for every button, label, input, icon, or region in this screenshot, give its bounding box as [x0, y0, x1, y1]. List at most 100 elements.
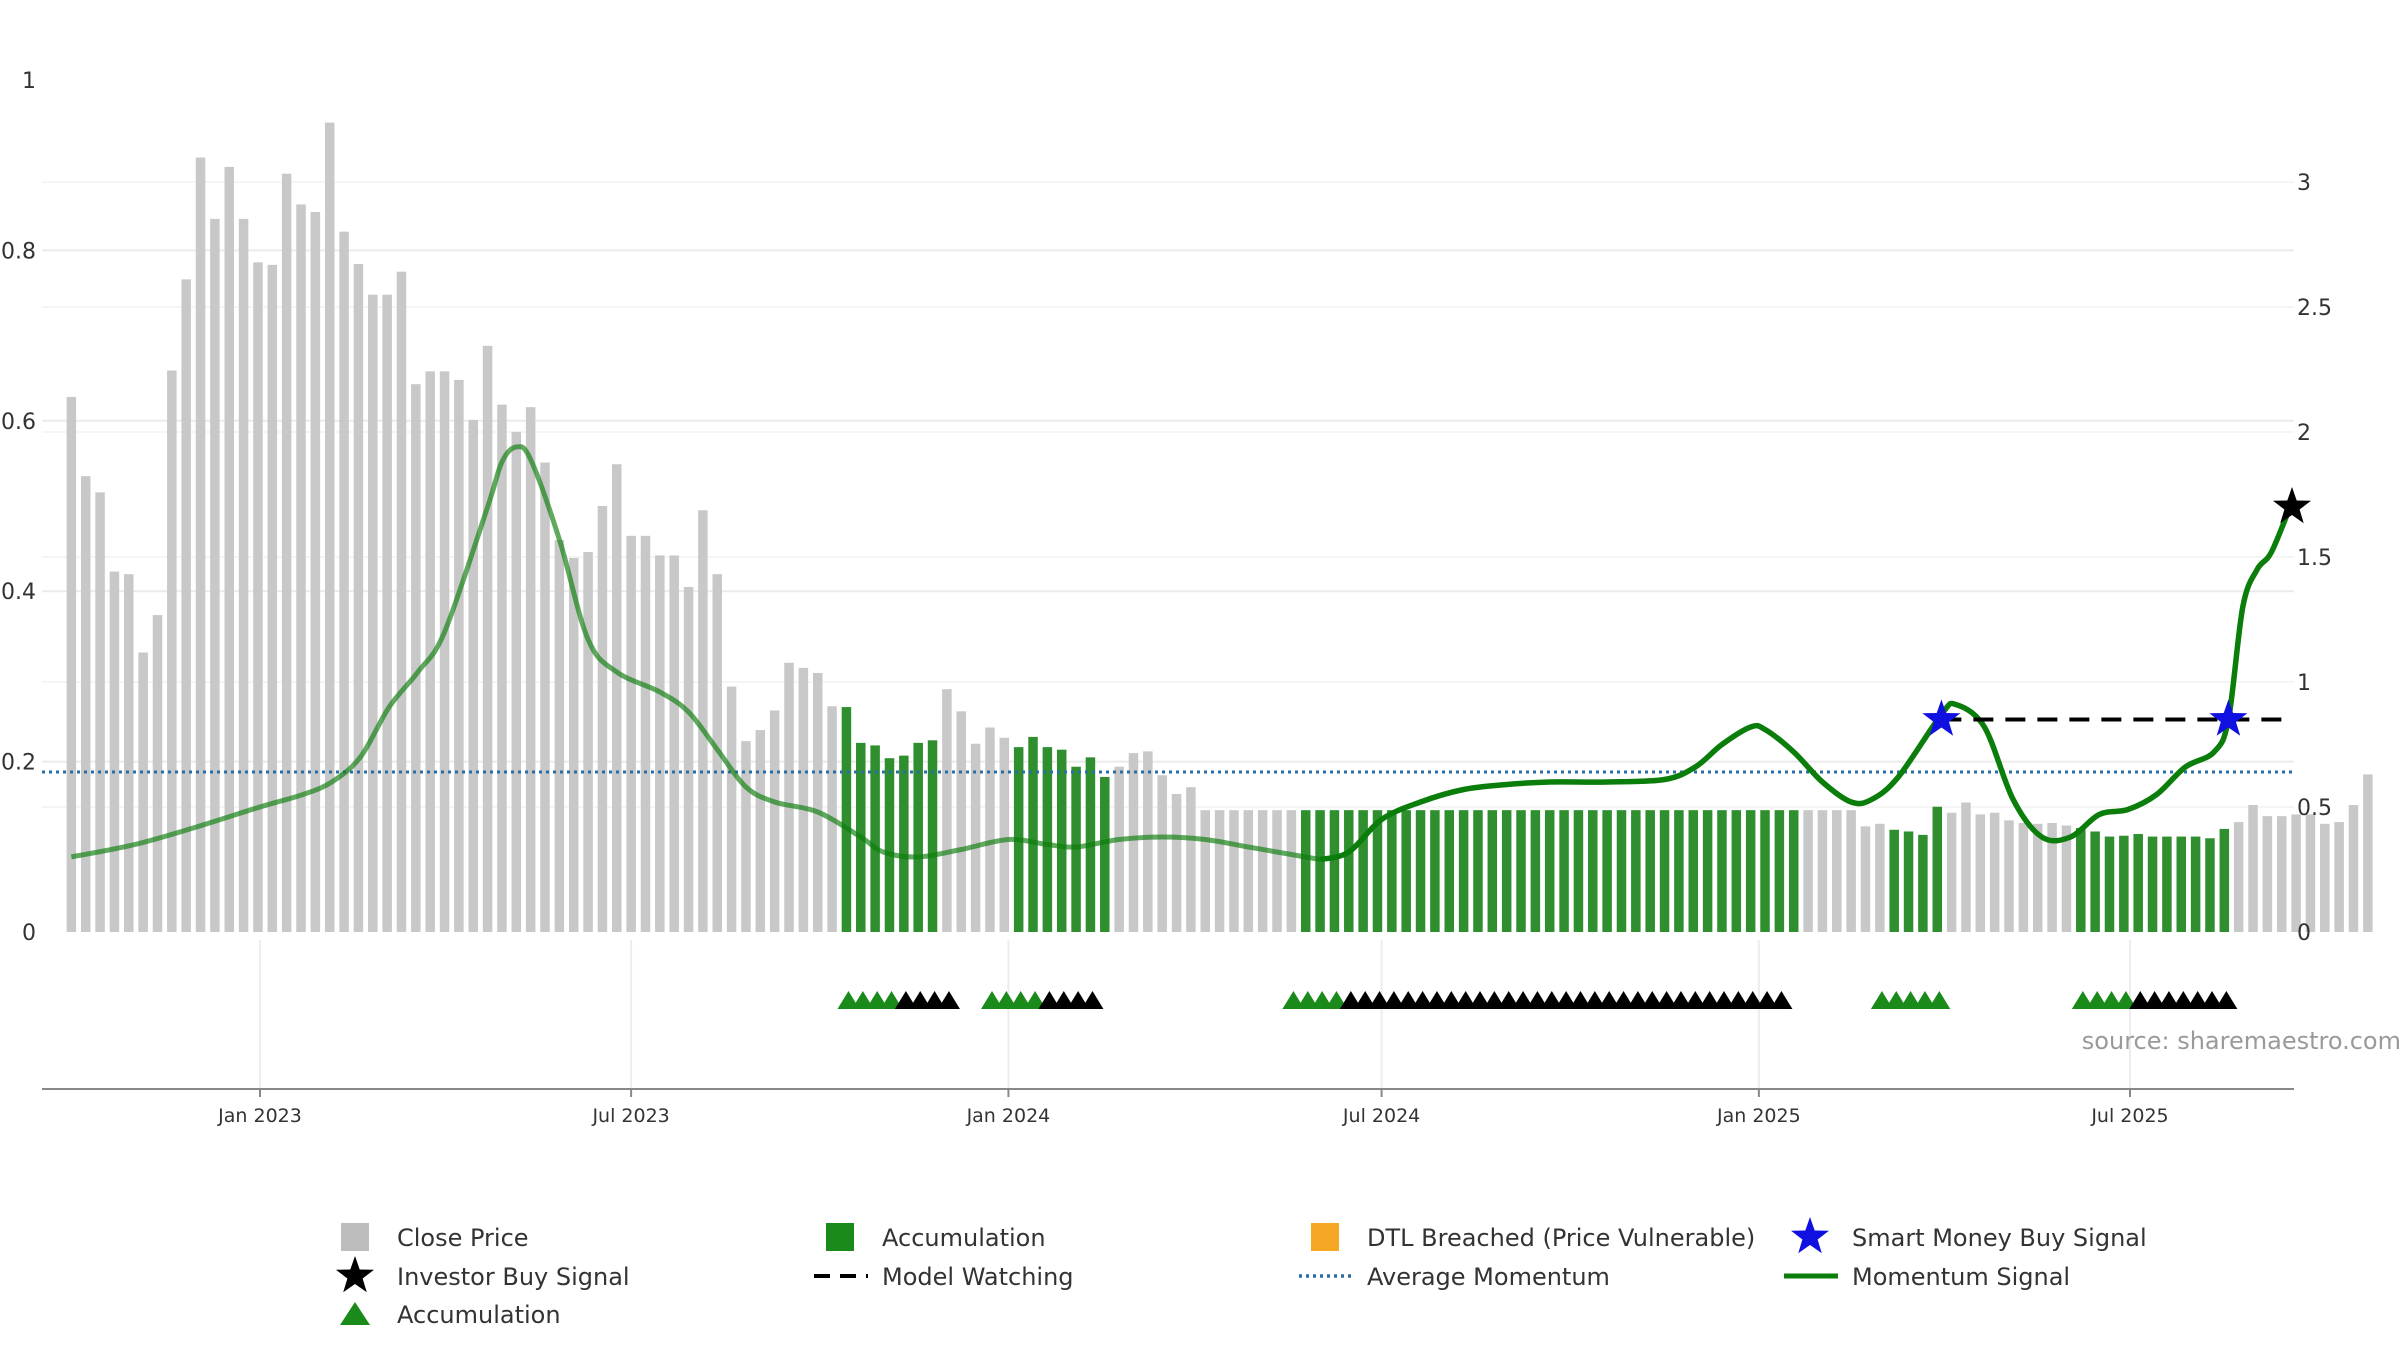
price-bar [1286, 810, 1297, 932]
price-bar [812, 672, 823, 932]
watch-marker-icon [1469, 991, 1492, 1009]
price-bar [1257, 810, 1268, 932]
accumulation-bar [884, 758, 895, 932]
price-bar [2262, 816, 2273, 932]
watch-marker-icon [2186, 991, 2209, 1009]
accumulation-marker-icon [837, 991, 860, 1009]
price-bar [554, 540, 565, 932]
price-bar [468, 419, 478, 932]
legend: Close Price Accumulation DTL Breached (Pri… [336, 1217, 2147, 1329]
price-bar [210, 218, 220, 933]
accumulation-bar [927, 740, 938, 932]
price-bar [1243, 810, 1254, 932]
accumulation-marker-icon [880, 991, 903, 1009]
legend-item: Model Watching [814, 1263, 1074, 1291]
accumulation-bar [1588, 810, 1598, 932]
price-bar [80, 476, 91, 932]
accumulation-bar [2147, 836, 2158, 932]
accumulation-bar [1344, 810, 1354, 932]
legend-item: Accumulation [340, 1301, 561, 1329]
watch-marker-icon [1382, 991, 1405, 1009]
price-bar [784, 662, 794, 932]
legend-label: DTL Breached (Price Vulnerable) [1367, 1224, 1755, 1252]
watch-marker-icon [1770, 991, 1793, 1009]
price-bar [1817, 810, 1828, 932]
price-bar [425, 371, 435, 932]
price-bar [1832, 810, 1842, 932]
watch-marker-icon [1354, 991, 1377, 1009]
accumulation-bar [1042, 747, 1053, 932]
accumulation-bar [1544, 810, 1555, 932]
accumulation-bar [1530, 810, 1541, 932]
accumulation-bar [1415, 810, 1426, 932]
accumulation-bar [1903, 831, 1914, 932]
price-bar [224, 166, 234, 933]
price-bar [152, 615, 163, 932]
accumulation-bar [1401, 810, 1411, 932]
price-bar [66, 396, 77, 933]
accumulation-bar [1918, 834, 1928, 932]
price-bar [482, 345, 493, 933]
right-tick-label: 0.5 [2297, 796, 2332, 821]
price-bar [1846, 810, 1856, 932]
watch-marker-icon [1368, 991, 1391, 1009]
price-bar [798, 667, 809, 932]
watch-marker-icon [894, 991, 917, 1009]
price-bar [2320, 823, 2330, 932]
accumulation-marker-icon [1024, 991, 1047, 1009]
accumulation-marker-icon [2114, 991, 2137, 1009]
price-bar [2276, 816, 2287, 932]
accumulation-bar [1559, 810, 1569, 932]
watch-marker-icon [1483, 991, 1506, 1009]
price-bar [626, 535, 636, 932]
legend-label: Model Watching [882, 1263, 1074, 1291]
price-bar [253, 262, 263, 932]
right-tick-label: 2.5 [2297, 296, 2332, 321]
accumulation-bar [2162, 836, 2172, 932]
accumulation-bar [1788, 810, 1799, 932]
price-bar [2305, 814, 2316, 932]
accumulation-marker-icon [1282, 991, 1305, 1009]
right-tick-label: 1 [2297, 671, 2311, 696]
price-bar [511, 431, 522, 932]
accumulation-marker-icon [2071, 991, 2094, 1009]
watch-marker-icon [923, 991, 946, 1009]
price-bar [1961, 802, 1971, 932]
watch-marker-icon [1081, 991, 1104, 1009]
price-bar [2363, 774, 2373, 932]
price-bar [2334, 822, 2344, 932]
accumulation-bar [1889, 829, 1899, 932]
legend-star-icon [336, 1256, 374, 1293]
accumulation-bar [1760, 810, 1770, 932]
watch-marker-icon [1411, 991, 1434, 1009]
price-bar [109, 571, 120, 932]
investor-buy-signal-star [2273, 487, 2311, 524]
price-bar [2018, 822, 2029, 932]
price-bar [181, 279, 191, 932]
legend-label: Investor Buy Signal [397, 1263, 630, 1291]
watch-marker-icon [1583, 991, 1606, 1009]
x-tick-label: Jul 2025 [2090, 1105, 2168, 1127]
price-bar [1171, 793, 1182, 932]
price-bar [138, 652, 148, 932]
accumulation-marker-icon [1913, 991, 1936, 1009]
accumulation-marker-icon [981, 991, 1004, 1009]
price-bar [2348, 805, 2359, 932]
smart-money-buy-signal-star [1922, 699, 1961, 736]
price-bar [1803, 810, 1813, 932]
watch-marker-icon [2157, 991, 2180, 1009]
left-tick-label: 0.6 [1, 410, 36, 435]
price-bar [497, 404, 507, 932]
legend-item: Smart Money Buy Signal [1791, 1217, 2147, 1254]
price-bar [1860, 826, 1871, 932]
watch-marker-icon [1052, 991, 1075, 1009]
price-bar [655, 555, 665, 932]
price-bar [382, 294, 392, 933]
accumulation-bar [1616, 810, 1627, 932]
accumulation-bar [1731, 810, 1742, 932]
price-bar [1157, 775, 1167, 932]
price-bar [1114, 766, 1124, 932]
accumulation-bar [1659, 810, 1670, 932]
price-bar [612, 464, 622, 932]
legend-label: Accumulation [882, 1224, 1046, 1252]
